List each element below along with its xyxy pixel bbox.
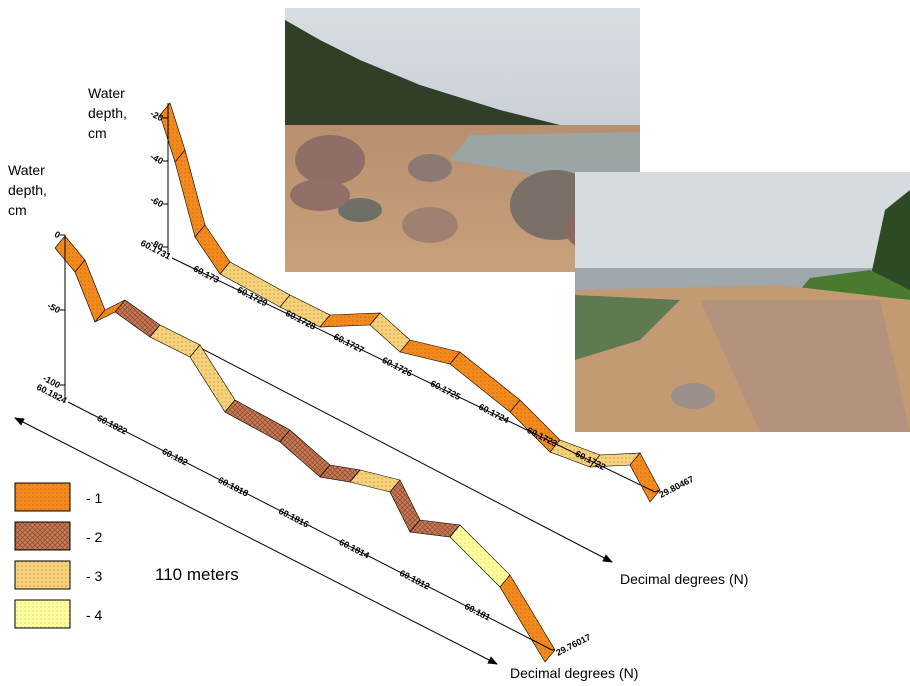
legend: - 1 - 2 - 3 - 4 (14, 482, 103, 629)
y-tick-label: -40 (149, 151, 165, 166)
y-axis-label: cm (8, 202, 27, 218)
y-axis-label: depth, (88, 105, 127, 121)
x-tick-label: 60.1725 (429, 378, 463, 402)
legend-swatch (14, 521, 71, 551)
x-tick-label: 60.1727 (332, 331, 366, 355)
depth-ribbon-segment (159, 102, 186, 163)
depth-ribbon-segment (114, 299, 161, 338)
y-axis-label: Water (88, 85, 125, 101)
depth-ribbon-segment (499, 574, 556, 663)
y-axis-label: cm (88, 125, 107, 141)
x-tick-label: 60.1812 (398, 568, 432, 592)
legend-label: - 3 (86, 568, 103, 584)
x-tick-label: 60.1822 (95, 413, 129, 437)
photo-sandy-shore (575, 172, 910, 432)
depth-ribbon-segment (189, 344, 236, 413)
depth-ribbon-segment (224, 399, 291, 443)
profile: -20-40-60-80Waterdepth,cm60.173160.17360… (88, 85, 748, 587)
x-arrow (14, 417, 498, 665)
y-tick-label: 0 (53, 229, 62, 240)
legend-label: - 2 (86, 529, 103, 545)
x-tick-label: 60.1818 (216, 475, 250, 499)
x-end-label: 29.76017 (554, 632, 592, 658)
x-tick-label: 60.1726 (380, 355, 414, 379)
depth-ribbon-segment (279, 429, 331, 478)
x-end-label: 29.80467 (657, 474, 695, 500)
y-axis-label: depth, (8, 182, 47, 198)
x-tick-label: 60.182 (160, 446, 189, 467)
depth-ribbon-segment (369, 312, 411, 353)
depth-ribbon-segment (174, 149, 206, 238)
depth-ribbon-segment (149, 324, 201, 358)
scale-label: 110 meters (155, 565, 239, 584)
connector (654, 489, 661, 493)
x-tick-label: 60.1816 (277, 506, 311, 530)
depth-ribbon-segment (389, 479, 421, 533)
legend-swatch (14, 482, 71, 512)
depth-ribbon-segment (449, 524, 511, 588)
depth-ribbon-segment (399, 339, 461, 365)
y-tick-label: -60 (149, 194, 165, 209)
y-tick-label: -50 (46, 300, 62, 315)
y-axis-label: Water (8, 162, 45, 178)
x-tick-label: 60.181 (463, 601, 492, 622)
legend-label: - 1 (86, 490, 103, 506)
legend-label: - 4 (86, 607, 103, 623)
x-axis-label: Decimal degrees (N) (620, 571, 748, 587)
depth-ribbon-segment (74, 259, 106, 323)
legend-swatch (14, 599, 71, 629)
x-tick-label: 60.1814 (337, 537, 371, 561)
depth-ribbon-segment (629, 452, 661, 503)
x-axis-label: Decimal degrees (N) (510, 665, 638, 681)
legend-swatch (14, 560, 71, 590)
